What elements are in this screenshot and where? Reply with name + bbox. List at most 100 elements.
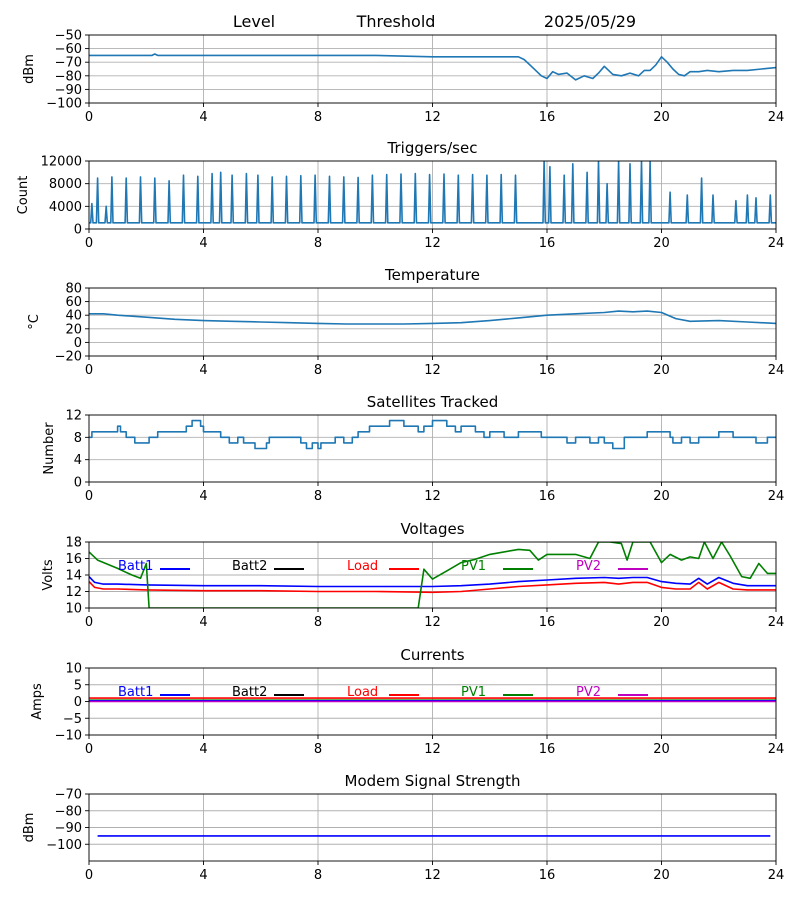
x-tick-label: 0 xyxy=(85,489,93,504)
chart-title: Currents xyxy=(400,646,464,664)
x-tick-label: 16 xyxy=(539,868,556,883)
x-tick-label: 20 xyxy=(653,236,670,251)
y-tick-label: −90 xyxy=(55,821,82,836)
y-tick-label: −100 xyxy=(46,97,82,112)
x-tick-label: 0 xyxy=(85,110,93,125)
legend-label-batt2: Batt2 xyxy=(232,559,267,574)
series-line xyxy=(89,419,776,450)
y-tick-label: 40 xyxy=(65,309,82,324)
legend-label-batt1: Batt1 xyxy=(118,559,153,574)
plot-area xyxy=(89,53,776,81)
plot-area xyxy=(89,419,776,450)
chart-title: Modem Signal Strength xyxy=(345,772,521,790)
x-tick-label: 24 xyxy=(768,363,785,378)
x-tick-label: 4 xyxy=(199,363,207,378)
x-tick-label: 16 xyxy=(539,489,556,504)
x-tick-label: 8 xyxy=(314,489,322,504)
y-tick-label: 0 xyxy=(74,336,82,351)
x-tick-label: 16 xyxy=(539,110,556,125)
y-tick-label: 0 xyxy=(74,695,82,710)
x-tick-label: 16 xyxy=(539,615,556,630)
x-tick-label: 20 xyxy=(653,363,670,378)
x-tick-label: 12 xyxy=(424,236,441,251)
x-tick-label: 8 xyxy=(314,110,322,125)
legend-label-batt1: Batt1 xyxy=(118,685,153,700)
series-line-batt1 xyxy=(89,576,776,588)
y-tick-label: −80 xyxy=(55,69,82,84)
y-tick-label: 4 xyxy=(74,453,82,468)
y-tick-label: 18 xyxy=(65,536,82,551)
x-tick-label: 0 xyxy=(85,742,93,757)
x-tick-label: 24 xyxy=(768,236,785,251)
x-tick-label: 12 xyxy=(424,868,441,883)
legend-label-pv1: PV1 xyxy=(461,685,486,700)
y-tick-label: 12 xyxy=(65,409,82,424)
y-tick-label: −50 xyxy=(55,29,82,44)
x-tick-label: 0 xyxy=(85,236,93,251)
y-tick-label: 8 xyxy=(74,431,82,446)
x-tick-label: 8 xyxy=(314,363,322,378)
chart-panel-1: 0 4 8 12 16 20 24 −50−60−70−80−90−100 dBm xyxy=(22,29,784,126)
y-tick-label: −70 xyxy=(55,56,82,71)
x-tick-label: 0 xyxy=(85,615,93,630)
y-tick-label: −20 xyxy=(55,350,82,365)
x-tick-label: 0 xyxy=(85,868,93,883)
y-tick-label: −10 xyxy=(55,729,82,744)
legend-label-pv2: PV2 xyxy=(576,559,601,574)
y-tick-label: 12 xyxy=(65,585,82,600)
plot-area xyxy=(89,310,776,325)
y-axis-label: Number xyxy=(42,422,57,475)
y-tick-label: 80 xyxy=(65,282,82,297)
x-tick-label: 20 xyxy=(653,742,670,757)
y-tick-label: 14 xyxy=(65,569,82,584)
y-tick-label: 8000 xyxy=(49,177,82,192)
y-tick-label: 20 xyxy=(65,322,82,337)
plot-area xyxy=(89,161,776,224)
plot-area xyxy=(89,697,776,703)
x-tick-label: 16 xyxy=(539,363,556,378)
x-tick-label: 20 xyxy=(653,868,670,883)
x-tick-label: 4 xyxy=(199,489,207,504)
y-tick-label: 10 xyxy=(65,602,82,617)
x-tick-label: 12 xyxy=(424,489,441,504)
y-tick-label: 5 xyxy=(74,678,82,693)
x-tick-label: 20 xyxy=(653,489,670,504)
x-tick-label: 24 xyxy=(768,615,785,630)
x-tick-label: 20 xyxy=(653,615,670,630)
series-line xyxy=(89,53,776,81)
legend-label-load: Load xyxy=(347,685,378,700)
chart-panel-2: 0 4 8 12 16 20 24 0 4000 8000 12000 Triggers/sec Cou… xyxy=(16,139,784,251)
y-axis-label: dBm xyxy=(22,813,37,843)
x-tick-label: 8 xyxy=(314,742,322,757)
chart-panel-4: 0 4 8 12 16 20 24 12 8 4 0 Satellites Tracked Number xyxy=(42,393,784,504)
x-tick-label: 20 xyxy=(653,110,670,125)
x-tick-label: 12 xyxy=(424,110,441,125)
x-tick-label: 8 xyxy=(314,615,322,630)
x-tick-label: 24 xyxy=(768,742,785,757)
y-tick-label: 16 xyxy=(65,552,82,567)
y-axis-label: Amps xyxy=(30,683,45,720)
x-tick-label: 24 xyxy=(768,489,785,504)
y-tick-label: 60 xyxy=(65,295,82,310)
x-tick-label: 12 xyxy=(424,363,441,378)
x-tick-label: 8 xyxy=(314,236,322,251)
x-tick-label: 16 xyxy=(539,236,556,251)
x-tick-label: 4 xyxy=(199,236,207,251)
x-tick-label: 12 xyxy=(424,742,441,757)
x-tick-label: 16 xyxy=(539,742,556,757)
chart-title: Voltages xyxy=(400,520,464,538)
legend-label-pv2: PV2 xyxy=(576,685,601,700)
y-axis-label: Volts xyxy=(41,559,56,591)
x-tick-label: 4 xyxy=(199,110,207,125)
x-tick-label: 4 xyxy=(199,868,207,883)
y-tick-label: −70 xyxy=(55,788,82,803)
x-tick-label: 4 xyxy=(199,742,207,757)
y-tick-label: −90 xyxy=(55,83,82,98)
x-tick-label: 24 xyxy=(768,868,785,883)
x-tick-label: 8 xyxy=(314,868,322,883)
legend-label-pv1: PV1 xyxy=(461,559,486,574)
